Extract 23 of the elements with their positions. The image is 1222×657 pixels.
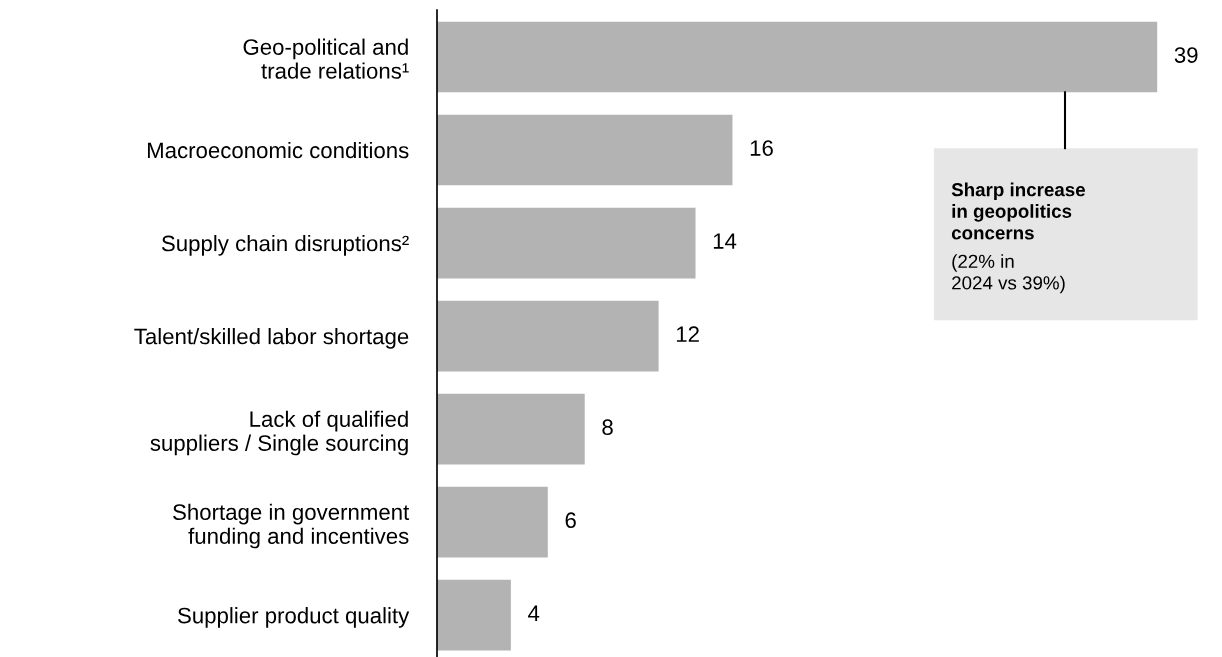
annotation: Sharp increase in geopolitics concerns [951, 182, 1085, 240]
bar [437, 114, 733, 186]
bar [437, 486, 548, 558]
data-label: 12 [676, 326, 699, 342]
bar [437, 21, 1158, 93]
y-tick-label: Lack of qualified suppliers / Single sourcing [150, 410, 408, 456]
y-tick-label: Supply chain disruptions² [161, 234, 409, 256]
y-tick-label: Shortage in government funding and incentives [173, 503, 410, 549]
y-tick-label: Supplier product quality [178, 607, 410, 628]
annotation: (22% in 2024 vs 39%) [952, 254, 1065, 294]
data-label: 39 [1174, 47, 1198, 63]
data-label: 4 [528, 605, 540, 621]
y-tick-label: Macroeconomic conditions [147, 141, 409, 159]
bar [437, 393, 585, 465]
bar [437, 300, 659, 372]
bar [437, 579, 511, 651]
y-tick-label: Talent/skilled labor shortage [134, 328, 409, 349]
data-label: 14 [713, 233, 737, 249]
bar [437, 207, 696, 279]
data-label: 16 [750, 140, 773, 156]
data-label: 8 [602, 419, 613, 436]
y-tick-label: Geo-political and trade relations¹ [243, 38, 409, 79]
data-label: 6 [565, 512, 576, 529]
